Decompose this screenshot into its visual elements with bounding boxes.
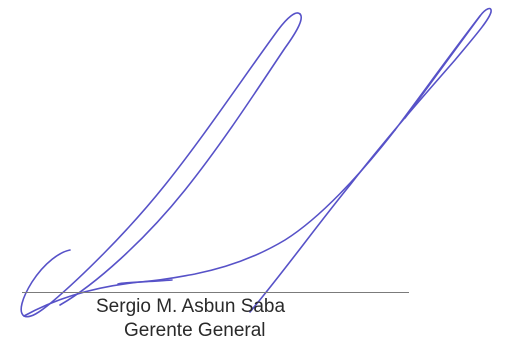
signature-line [22,292,409,293]
handwritten-signature [20,7,492,318]
signer-name: Sergio M. Asbun Saba [96,296,286,317]
signature-block: Sergio M. Asbun Saba Gerente General [20,7,492,341]
signer-title: Gerente General [124,320,266,341]
